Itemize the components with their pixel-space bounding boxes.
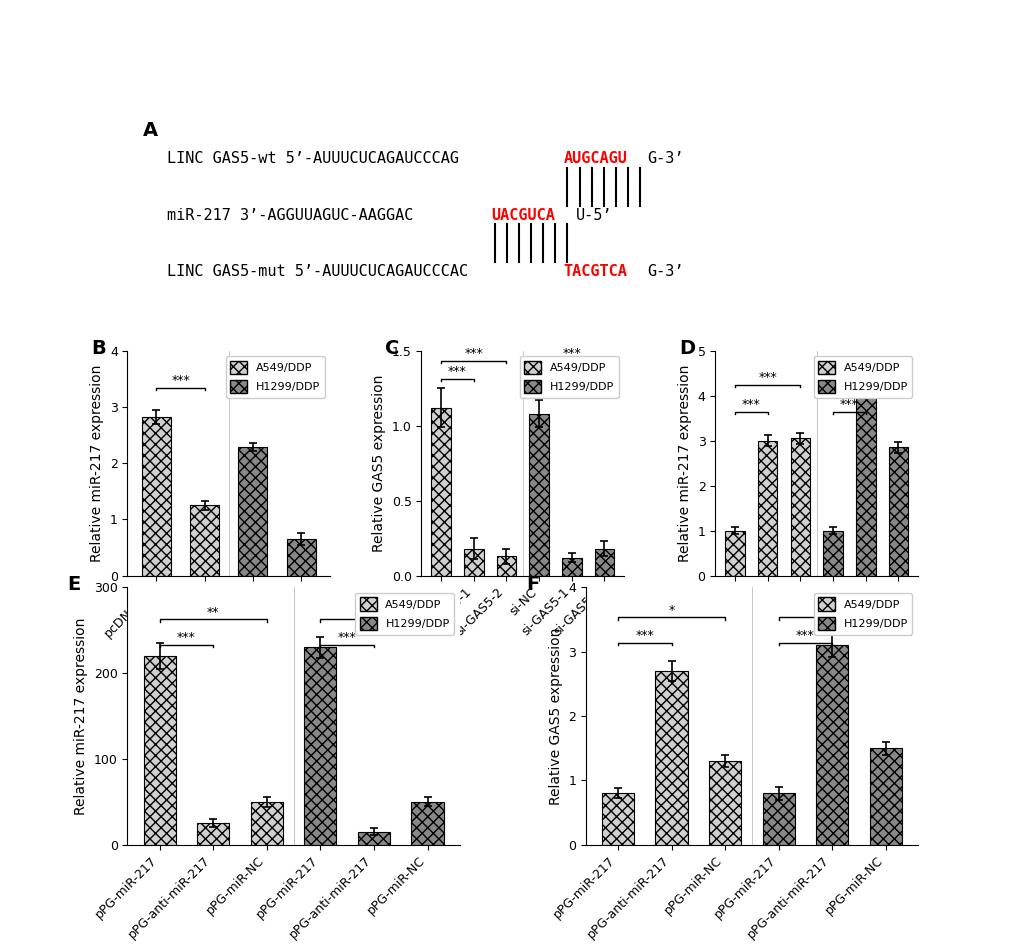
Text: ***: *** [545,365,565,378]
Bar [496,556,516,576]
Text: G-3’: G-3’ [647,152,684,166]
Bar [358,831,389,845]
Text: F: F [526,574,539,594]
Y-axis label: Relative GAS5 expression: Relative GAS5 expression [548,627,562,805]
Bar [815,645,848,845]
Text: TACGTCA: TACGTCA [562,264,627,279]
Bar [725,530,744,576]
Text: ***: *** [177,631,196,644]
Text: ***: *** [447,365,467,378]
Legend: A549/DDP, H1299/DDP: A549/DDP, H1299/DDP [813,593,912,635]
Legend: A549/DDP, H1299/DDP: A549/DDP, H1299/DDP [355,593,453,635]
Text: ***: *** [337,631,357,644]
Text: ***: *** [840,398,858,411]
Text: A: A [143,121,158,140]
Text: D: D [679,340,694,359]
Bar [855,386,874,576]
Y-axis label: Relative miR-217 expression: Relative miR-217 expression [74,618,89,815]
Bar [411,802,443,845]
Text: ***: *** [856,371,874,384]
Text: ***: *** [464,347,483,360]
Text: UACGUCA: UACGUCA [491,208,554,223]
Bar [762,793,794,845]
Bar [601,793,634,845]
Text: B: B [91,340,106,359]
Text: ***: *** [561,347,581,360]
Y-axis label: Relative miR-217 expression: Relative miR-217 expression [90,364,104,562]
Bar [286,539,316,576]
Bar [594,549,613,576]
Text: **: ** [367,605,380,619]
Text: miR-217 3’-AGGUUAGUC-AAGGAC: miR-217 3’-AGGUUAGUC-AAGGAC [167,208,413,223]
Y-axis label: Relative miR-217 expression: Relative miR-217 expression [678,364,691,562]
Text: LINC GAS5-wt 5’-AUUUCUCAGAUCCCAG: LINC GAS5-wt 5’-AUUUCUCAGAUCCCAG [167,152,459,166]
Text: E: E [67,574,81,594]
Text: ***: *** [796,629,814,642]
Text: ***: *** [757,371,776,384]
Bar [431,408,450,576]
Legend: A549/DDP, H1299/DDP: A549/DDP, H1299/DDP [520,356,618,398]
Text: *: * [667,604,674,617]
Bar [888,447,907,576]
Legend: A549/DDP, H1299/DDP: A549/DDP, H1299/DDP [813,356,912,398]
Bar [142,417,171,576]
Bar [251,802,282,845]
Text: U-5’: U-5’ [575,208,611,223]
Text: **: ** [207,605,219,619]
Bar [191,506,219,576]
Bar [790,438,809,576]
Text: AUGCAGU: AUGCAGU [562,152,627,166]
Text: ***: *** [171,374,190,387]
Y-axis label: Relative GAS5 expression: Relative GAS5 expression [372,375,386,552]
Bar [144,656,175,845]
Legend: A549/DDP, H1299/DDP: A549/DDP, H1299/DDP [226,356,324,398]
Text: ***: *** [822,604,841,617]
Bar [655,671,687,845]
Bar [869,748,901,845]
Bar [197,823,229,845]
Bar [529,414,548,576]
Bar [757,440,776,576]
Bar [464,549,483,576]
Bar [708,761,741,845]
Text: C: C [384,340,398,359]
Text: LINC GAS5-mut 5’-AUUUCUCAGAUCCCAC: LINC GAS5-mut 5’-AUUUCUCAGAUCCCAC [167,264,468,279]
Bar [561,558,581,576]
Text: ***: *** [267,374,286,387]
Text: ***: *** [635,629,653,642]
Text: ***: *** [741,398,760,411]
Bar [822,530,842,576]
Bar [238,447,267,576]
Text: G-3’: G-3’ [647,264,684,279]
Bar [304,647,336,845]
